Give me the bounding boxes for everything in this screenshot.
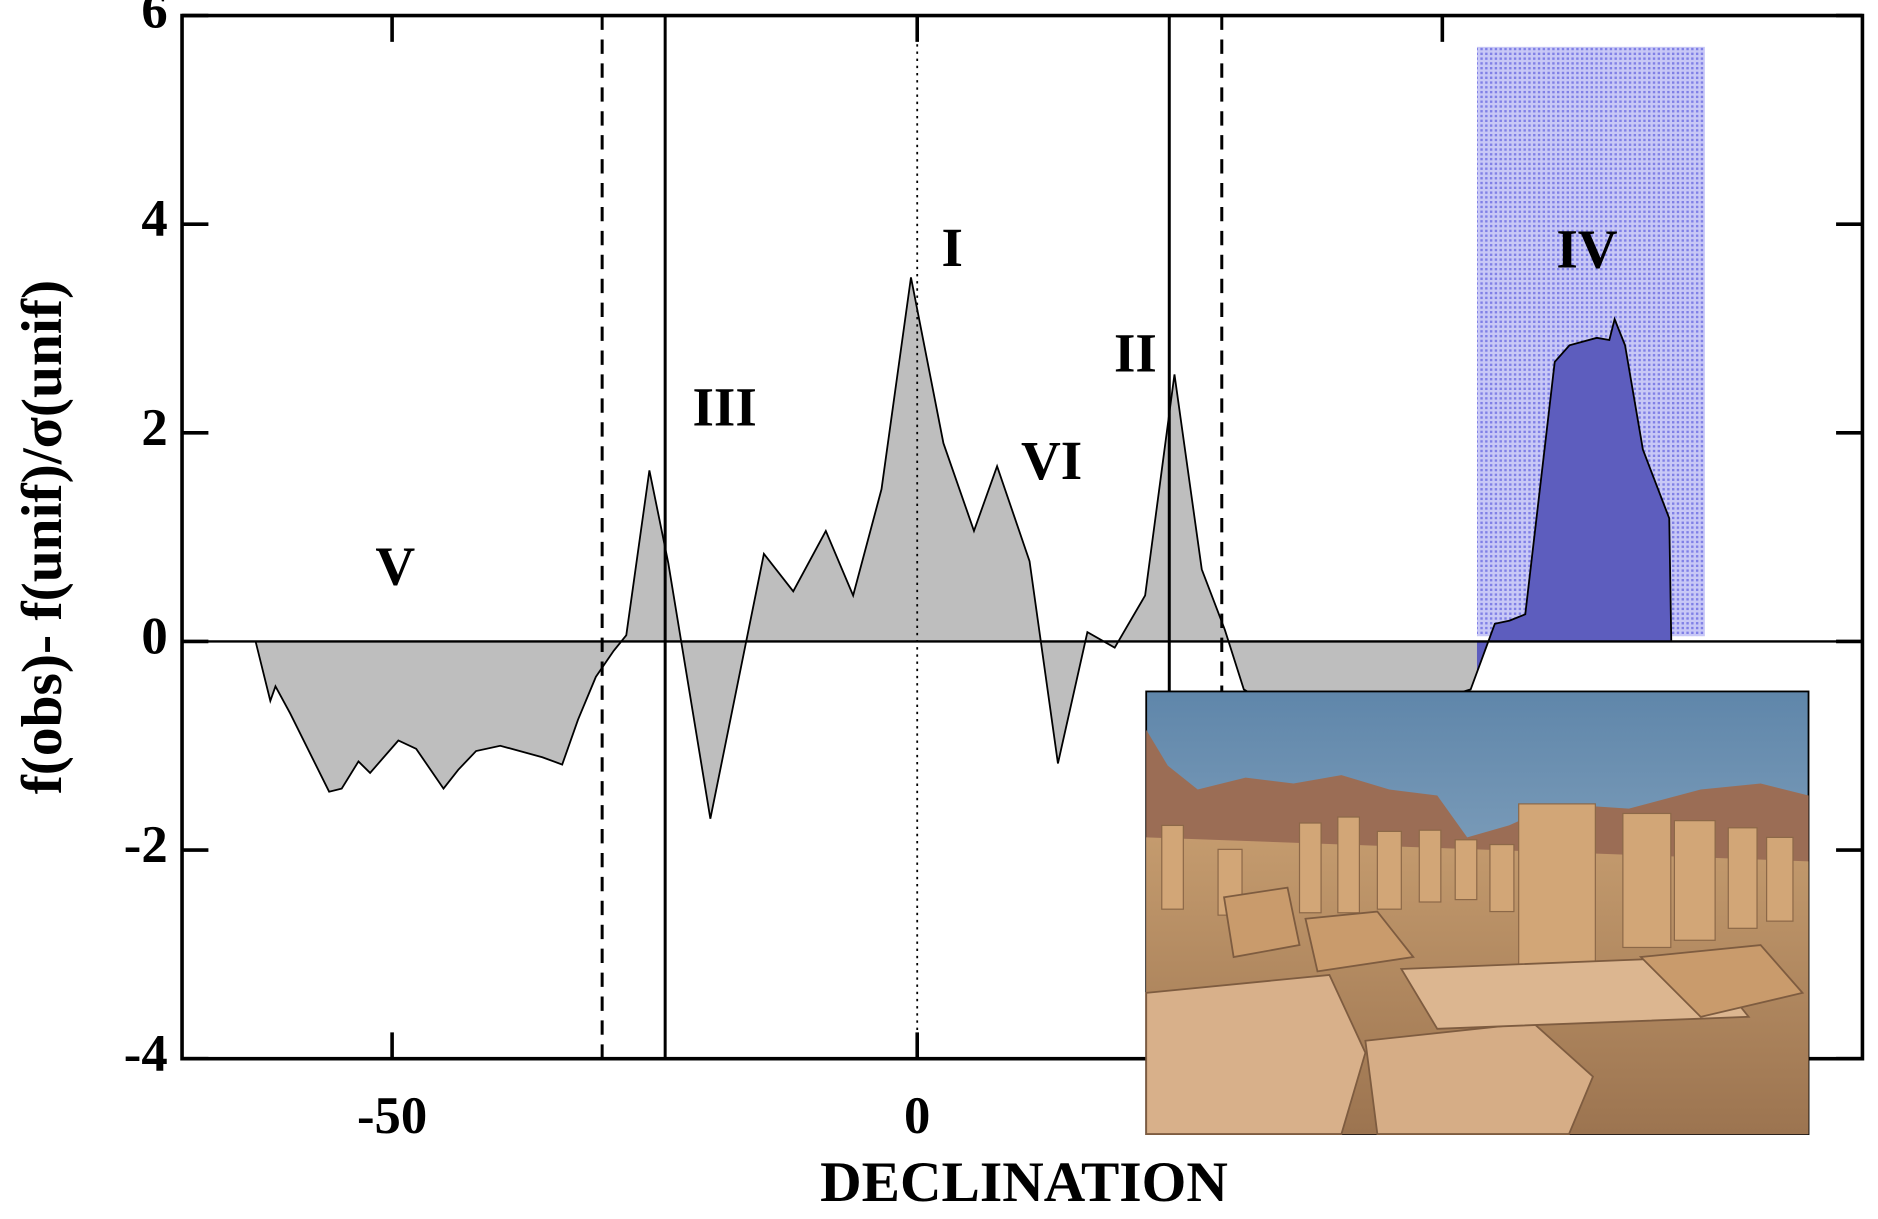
- y-axis-label: f(obs)- f(unif)/σ(unif): [11, 280, 74, 794]
- area-highlighted: [1476, 319, 1672, 673]
- plot-frame: [180, 13, 1865, 1061]
- x-tick-label: -50: [357, 1087, 427, 1145]
- y-tick-label: -2: [124, 816, 168, 874]
- annotation: IV: [1556, 218, 1617, 279]
- x-tick-label: 0: [904, 1087, 930, 1145]
- area-outline: [254, 277, 1673, 819]
- annotation: I: [941, 217, 962, 278]
- area: [255, 277, 1672, 819]
- x-axis-label: DECLINATION: [820, 1151, 1228, 1214]
- y-tick-label: 6: [141, 0, 167, 40]
- annotation: II: [1114, 323, 1157, 384]
- y-tick-label: 0: [141, 608, 167, 666]
- annotation: III: [692, 376, 756, 437]
- y-tick-label: -4: [124, 1025, 168, 1083]
- annotation: V: [375, 535, 415, 596]
- annotation: VI: [1021, 430, 1082, 491]
- y-tick-label: 4: [141, 190, 167, 248]
- photo-inset: [1145, 690, 1810, 1135]
- y-tick-label: 2: [141, 399, 167, 457]
